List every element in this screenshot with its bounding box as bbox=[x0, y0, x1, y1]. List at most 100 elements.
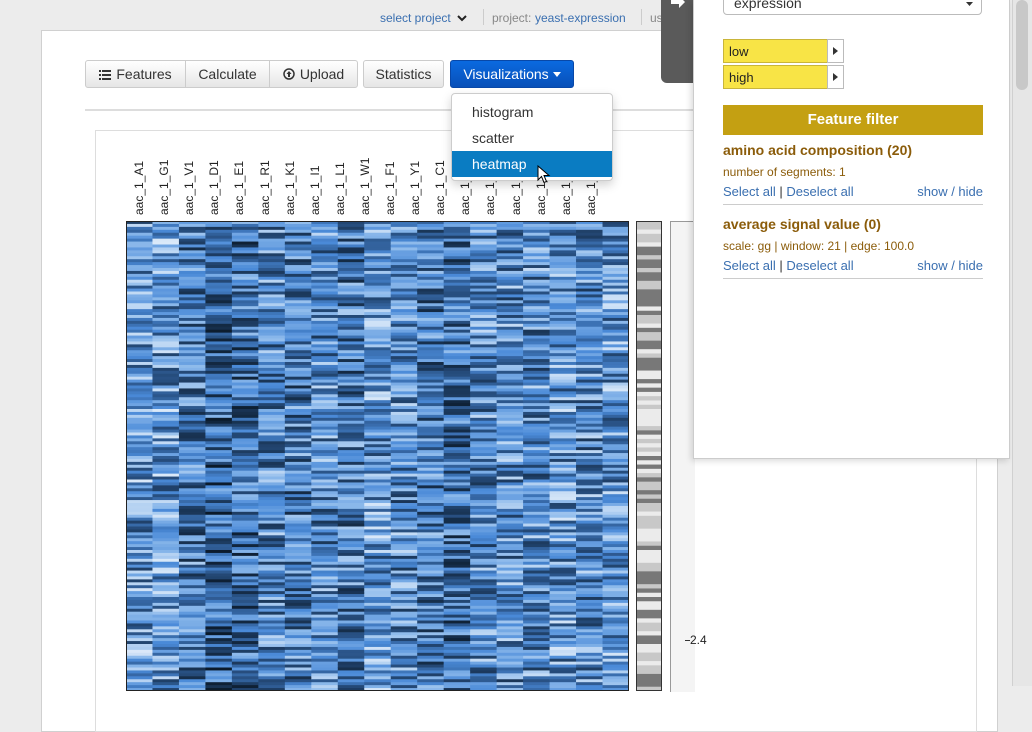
heatmap-cell bbox=[443, 253, 471, 257]
heatmap-cell bbox=[496, 235, 524, 240]
heatmap-cell bbox=[311, 229, 339, 234]
heatmap-cell bbox=[470, 538, 498, 542]
heatmap-cell bbox=[284, 312, 312, 316]
heatmap-cell bbox=[284, 605, 312, 610]
heatmap-cell bbox=[417, 594, 445, 598]
heatmap[interactable] bbox=[126, 221, 629, 691]
heatmap-cell bbox=[443, 409, 471, 413]
upload-button[interactable]: Upload bbox=[269, 60, 358, 88]
heatmap-cell bbox=[311, 658, 339, 663]
menu-item-heatmap[interactable]: heatmap bbox=[452, 151, 612, 177]
heatmap-cell bbox=[364, 291, 392, 295]
heatmap-cell bbox=[258, 414, 286, 419]
heatmap-cell bbox=[284, 332, 312, 337]
heatmap-cell bbox=[311, 547, 339, 551]
heatmap-cell bbox=[231, 391, 259, 395]
heatmap-cell bbox=[284, 456, 312, 460]
heatmap-cell bbox=[549, 309, 577, 313]
heatmap-cell bbox=[470, 570, 498, 574]
low-color-swatch[interactable]: low bbox=[723, 39, 828, 63]
heatmap-cell bbox=[523, 473, 551, 478]
heatmap-cell bbox=[602, 520, 629, 525]
statistics-button[interactable]: Statistics bbox=[363, 60, 444, 88]
low-expand-button[interactable] bbox=[827, 39, 844, 63]
select-all-link[interactable]: Select all bbox=[723, 184, 776, 199]
visualizations-button[interactable]: Visualizations bbox=[450, 60, 574, 88]
sidebar-cell bbox=[636, 528, 662, 534]
heatmap-cell bbox=[311, 629, 339, 633]
deselect-all-link[interactable]: Deselect all bbox=[786, 258, 854, 273]
high-expand-button[interactable] bbox=[827, 65, 844, 89]
heatmap-cell bbox=[523, 641, 551, 645]
features-button[interactable]: Features bbox=[85, 60, 186, 88]
heatmap-cell bbox=[470, 597, 498, 601]
heatmap-cell bbox=[178, 388, 206, 392]
scrollbar-thumb[interactable] bbox=[1016, 0, 1028, 90]
heatmap-cell bbox=[470, 561, 498, 566]
heatmap-cell bbox=[576, 367, 604, 372]
heatmap-cell bbox=[152, 555, 180, 560]
heatmap-cell bbox=[205, 429, 233, 433]
heatmap-cell bbox=[311, 635, 339, 639]
select-all-link[interactable]: Select all bbox=[723, 258, 776, 273]
heatmap-cell bbox=[152, 438, 180, 442]
heatmap-cell bbox=[205, 253, 233, 257]
heatmap-cell bbox=[576, 262, 604, 266]
heatmap-cell bbox=[311, 579, 339, 583]
heatmap-cell bbox=[576, 438, 604, 442]
page-scrollbar[interactable] bbox=[1012, 0, 1032, 686]
heatmap-cell bbox=[549, 661, 577, 666]
heatmap-cell bbox=[523, 649, 551, 654]
heatmap-cell bbox=[152, 288, 180, 292]
heatmap-cell bbox=[417, 505, 445, 510]
heatmap-cell bbox=[443, 350, 471, 354]
heatmap-cell bbox=[337, 514, 365, 519]
show-hide-link[interactable]: show / hide bbox=[917, 184, 983, 199]
heatmap-cell bbox=[311, 597, 339, 601]
heatmap-cell bbox=[523, 359, 551, 363]
heatmap-cell bbox=[311, 329, 339, 334]
heatmap-cell bbox=[470, 649, 498, 654]
heatmap-cell bbox=[602, 567, 629, 572]
heatmap-cell bbox=[337, 221, 365, 225]
heatmap-cell bbox=[311, 388, 339, 392]
heatmap-cell bbox=[337, 664, 365, 668]
heatmap-cell bbox=[496, 555, 524, 560]
heatmap-cell bbox=[443, 552, 471, 557]
heatmap-cell bbox=[126, 359, 153, 363]
deselect-all-link[interactable]: Deselect all bbox=[786, 184, 854, 199]
menu-item-scatter[interactable]: scatter bbox=[472, 130, 515, 146]
heatmap-cell bbox=[390, 432, 418, 436]
heatmap-cell bbox=[602, 682, 629, 686]
calculate-button[interactable]: Calculate bbox=[185, 60, 270, 88]
panel-tab[interactable] bbox=[661, 0, 695, 83]
heatmap-cell bbox=[152, 326, 180, 331]
heatmap-cell bbox=[523, 350, 551, 354]
high-color-swatch[interactable]: high bbox=[723, 65, 828, 89]
heatmap-cell bbox=[576, 458, 604, 463]
heatmap-cell bbox=[178, 523, 206, 527]
heatmap-cell bbox=[178, 558, 206, 563]
heatmap-cell bbox=[443, 385, 471, 389]
heatmap-cell bbox=[364, 241, 392, 245]
heatmap-cell bbox=[602, 382, 629, 386]
heatmap-cell bbox=[284, 250, 312, 254]
heatmap-cell bbox=[443, 461, 471, 466]
heatmap-cell bbox=[152, 576, 180, 580]
sidebar-cell bbox=[636, 391, 662, 397]
heatmap-cell bbox=[311, 341, 339, 345]
project-name-link[interactable]: yeast-expression bbox=[535, 11, 626, 25]
heatmap-cell bbox=[152, 517, 180, 522]
heatmap-cell bbox=[390, 664, 418, 668]
menu-item-histogram[interactable]: histogram bbox=[472, 104, 534, 120]
project-label: project: bbox=[492, 11, 532, 25]
heatmap-cell bbox=[602, 511, 629, 516]
heatmap-cell bbox=[258, 605, 286, 610]
heatmap-cell bbox=[549, 347, 577, 351]
heatmap-cell bbox=[152, 344, 180, 348]
expression-select[interactable]: expression bbox=[723, 0, 982, 15]
heatmap-cell bbox=[390, 599, 418, 604]
heatmap-cell bbox=[231, 238, 259, 243]
show-hide-link[interactable]: show / hide bbox=[917, 258, 983, 273]
select-project-link[interactable]: select project bbox=[380, 11, 467, 25]
